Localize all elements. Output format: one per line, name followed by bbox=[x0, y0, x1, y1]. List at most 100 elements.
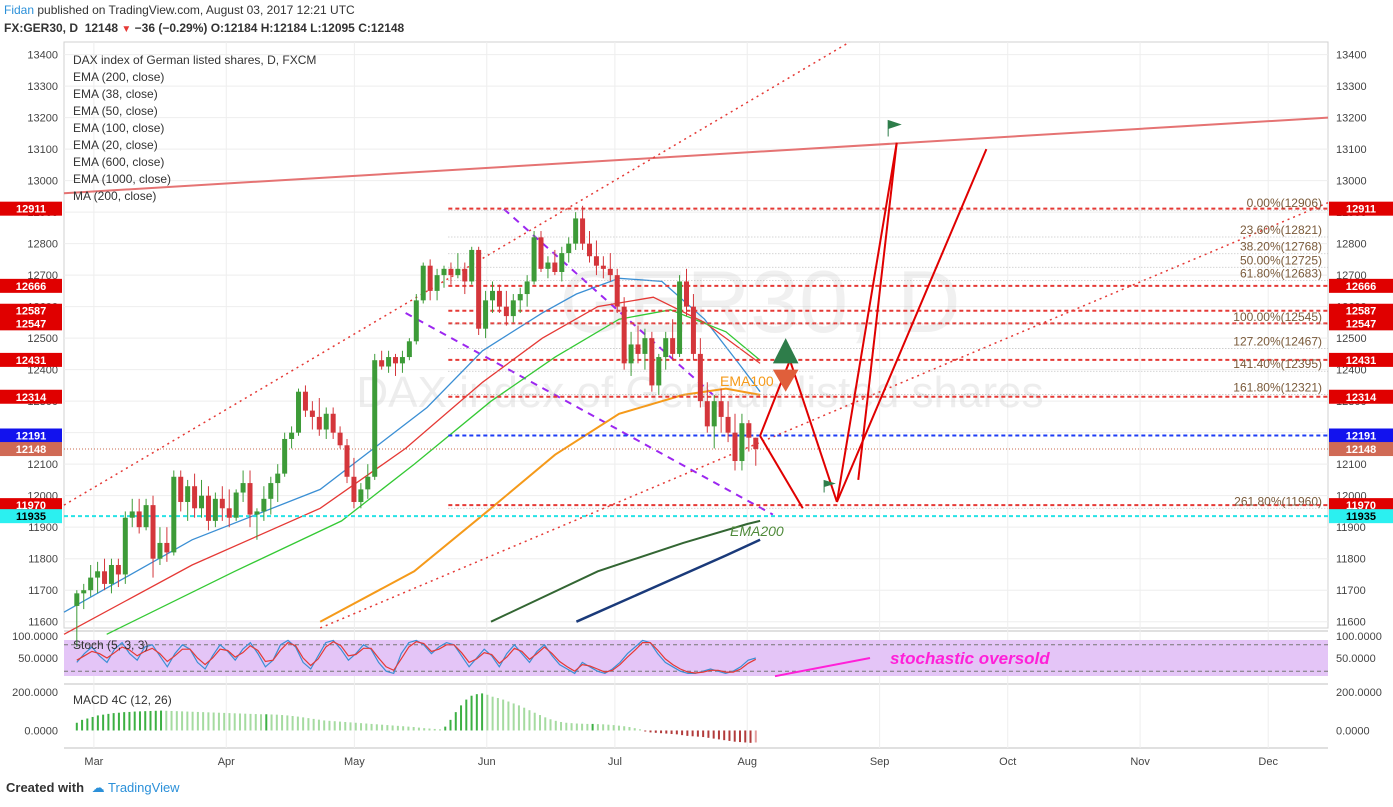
candle-body bbox=[510, 300, 516, 317]
macd-bar bbox=[628, 727, 631, 731]
macd-bar bbox=[538, 715, 541, 731]
macd-bar bbox=[407, 726, 410, 731]
candle-body bbox=[185, 486, 191, 502]
price-tag bbox=[0, 352, 62, 367]
macd-bar bbox=[396, 725, 399, 731]
fib-label: 261.80%(11960) bbox=[1234, 494, 1322, 508]
macd-bar bbox=[386, 725, 389, 731]
macd-bar bbox=[465, 699, 468, 731]
price-tick-label: 13100 bbox=[27, 144, 58, 156]
candle-body bbox=[656, 357, 662, 386]
candle-body bbox=[600, 265, 606, 269]
macd-bar bbox=[323, 720, 326, 731]
macd-bar bbox=[265, 714, 268, 731]
macd-bar bbox=[238, 713, 241, 731]
price-tick-label: 13000 bbox=[1336, 176, 1367, 188]
created-with-label: Created with bbox=[6, 780, 85, 795]
candles bbox=[74, 205, 759, 647]
price-tag-label: 12666 bbox=[16, 281, 47, 293]
ema600-line bbox=[575, 538, 761, 623]
candle-body bbox=[621, 306, 627, 364]
candle-body bbox=[503, 306, 509, 317]
candle-body bbox=[552, 262, 558, 272]
macd-bar bbox=[117, 712, 120, 731]
candle-body bbox=[524, 281, 530, 295]
macd-bar bbox=[317, 719, 320, 731]
price-tick-label: 13200 bbox=[27, 113, 58, 125]
legend-study[interactable]: EMA (20, close) bbox=[73, 138, 158, 152]
macd-bar bbox=[560, 721, 563, 731]
candle-body bbox=[233, 492, 239, 518]
candle-body bbox=[254, 511, 260, 515]
macd-bar bbox=[623, 726, 626, 731]
price-tick-label: 11900 bbox=[28, 522, 58, 534]
ema100-label: EMA100 bbox=[720, 373, 774, 389]
candle-body bbox=[247, 483, 253, 515]
macd-bar bbox=[544, 717, 547, 731]
candle-body bbox=[136, 511, 142, 528]
price-tag-label: 12547 bbox=[16, 318, 47, 330]
legend-study[interactable]: MA (200, close) bbox=[73, 189, 157, 203]
symbol-info: FX:GER30, D 12148 ▼ −36 (−0.29%) O:12184… bbox=[4, 21, 404, 35]
legend-study[interactable]: EMA (1000, close) bbox=[73, 172, 172, 186]
candle-body bbox=[434, 275, 440, 291]
macd-bar bbox=[160, 710, 163, 731]
price-tag-label: 12148 bbox=[16, 444, 47, 456]
price-tick-label: 13300 bbox=[27, 81, 58, 93]
price-tag-label: 12911 bbox=[16, 204, 46, 216]
price-tag bbox=[0, 428, 62, 443]
price-tick-label: 12400 bbox=[1336, 365, 1367, 377]
candle-body bbox=[351, 476, 357, 502]
price-tag bbox=[0, 389, 62, 404]
candle-body bbox=[531, 237, 537, 282]
month-label: May bbox=[344, 756, 365, 768]
candle-body bbox=[614, 275, 620, 307]
tradingview-link[interactable]: ☁ TradingView bbox=[91, 780, 180, 795]
macd-bar bbox=[449, 719, 452, 731]
macd-bar bbox=[649, 730, 652, 733]
macd-bar bbox=[707, 730, 710, 738]
candle-body bbox=[199, 495, 205, 509]
candle-body bbox=[448, 268, 454, 276]
price-tick-label: 13100 bbox=[1336, 144, 1367, 156]
macd-bar bbox=[723, 730, 726, 741]
price-tick-label: 11900 bbox=[1336, 522, 1366, 534]
month-label: Sep bbox=[870, 756, 890, 768]
macd-bar bbox=[712, 730, 715, 739]
last-price: 12148 bbox=[84, 21, 119, 35]
candle-body bbox=[372, 360, 378, 477]
macd-bar bbox=[612, 725, 615, 731]
candle-body bbox=[413, 300, 419, 342]
legend-study[interactable]: EMA (38, close) bbox=[73, 87, 158, 101]
candle-body bbox=[102, 571, 108, 584]
price-tag-label: 11935 bbox=[1346, 511, 1376, 523]
macd-bar bbox=[481, 693, 484, 731]
macd-bar bbox=[391, 725, 394, 731]
author-link[interactable]: Fidan bbox=[4, 3, 35, 17]
candle-body bbox=[393, 357, 399, 364]
legend-study[interactable]: EMA (50, close) bbox=[73, 104, 158, 118]
macd-bar bbox=[686, 730, 689, 736]
close-value: C:12148 bbox=[358, 21, 405, 35]
macd-bar bbox=[175, 711, 178, 731]
macd-bar bbox=[170, 710, 173, 731]
candle-body bbox=[296, 391, 302, 433]
stoch-tick-label: 50.0000 bbox=[18, 653, 58, 665]
month-label: Apr bbox=[218, 756, 235, 768]
candle-body bbox=[677, 281, 683, 354]
macd-bar bbox=[433, 728, 436, 731]
month-label: Dec bbox=[1258, 756, 1278, 768]
price-tag-label: 12191 bbox=[1346, 431, 1377, 443]
candle-body bbox=[483, 300, 489, 329]
macd-bar bbox=[296, 716, 299, 731]
legend-study[interactable]: EMA (600, close) bbox=[73, 155, 165, 169]
candle-body bbox=[226, 508, 232, 518]
legend-study[interactable]: EMA (100, close) bbox=[73, 121, 165, 135]
stochastic-pane bbox=[64, 639, 1328, 678]
price-tick-label: 11700 bbox=[28, 585, 58, 597]
legend-study[interactable]: EMA (200, close) bbox=[73, 70, 165, 84]
price-tag bbox=[0, 278, 62, 293]
stoch-tick-label: 100.0000 bbox=[1336, 631, 1382, 643]
low-value: L:12095 bbox=[310, 21, 355, 35]
